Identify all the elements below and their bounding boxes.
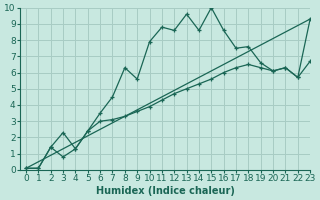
X-axis label: Humidex (Indice chaleur): Humidex (Indice chaleur) bbox=[96, 186, 235, 196]
